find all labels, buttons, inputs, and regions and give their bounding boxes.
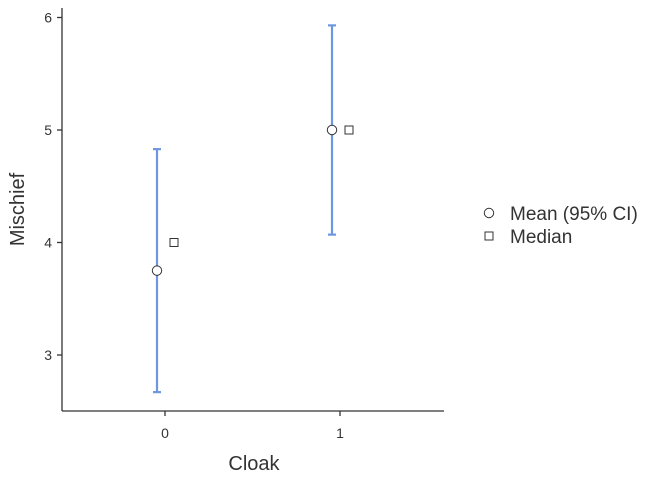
- y-tick-label: 4: [44, 235, 52, 251]
- legend: Mean (95% CI) Median: [483, 204, 638, 248]
- data-points: [151, 124, 354, 276]
- legend-median-marker: [484, 231, 494, 241]
- legend-mean-label: Mean (95% CI): [510, 204, 638, 225]
- legend-median-label: Median: [510, 227, 572, 248]
- y-axis-title: Mischief: [7, 172, 29, 246]
- x-tick-label: 0: [161, 425, 169, 441]
- mean-point: [151, 265, 163, 276]
- mean-point: [326, 124, 338, 136]
- median-point: [169, 238, 179, 247]
- x-axis-title: Cloak: [228, 453, 280, 475]
- legend-mean-marker: [483, 207, 495, 219]
- y-axis-ticks: 3 4 5 6: [44, 10, 62, 363]
- y-tick-label: 3: [44, 347, 52, 363]
- y-tick-label: 6: [44, 10, 52, 26]
- error-bars: [153, 24, 336, 394]
- axes: [61, 8, 444, 412]
- median-point: [344, 125, 354, 135]
- x-tick-label: 1: [336, 425, 344, 441]
- y-tick-label: 5: [44, 122, 52, 138]
